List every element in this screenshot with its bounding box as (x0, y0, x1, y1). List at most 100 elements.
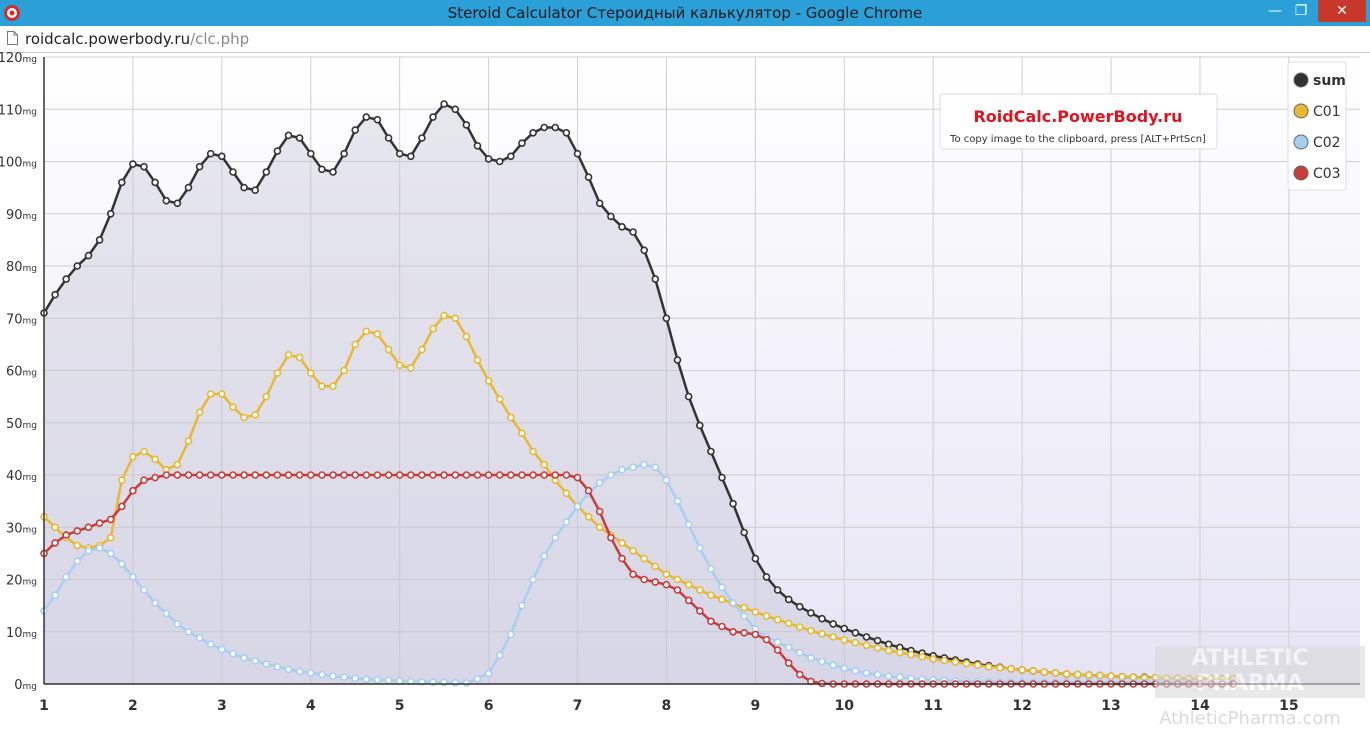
data-point-sum (84, 251, 93, 260)
data-point-sum (73, 262, 82, 270)
data-point-C02 (506, 630, 515, 639)
close-button[interactable]: ✕ (1318, 0, 1366, 22)
data-point-C02 (862, 669, 871, 677)
data-point-C02 (262, 660, 271, 668)
data-point-C01 (118, 476, 126, 485)
data-point-C02 (829, 661, 838, 670)
data-point-C03 (295, 471, 304, 479)
y-tick-value: 50 (6, 417, 23, 432)
data-point-C02 (873, 670, 882, 679)
legend-label-sum: sum (1313, 73, 1346, 89)
data-point-C01 (273, 369, 282, 377)
data-point-C03 (484, 471, 493, 479)
data-point-C01 (418, 345, 426, 354)
data-point-C01 (51, 523, 59, 532)
y-tick-unit: mg (23, 160, 37, 170)
data-point-C01 (695, 586, 704, 594)
data-point-C02 (451, 678, 460, 687)
data-point-C03 (462, 471, 471, 479)
data-point-C02 (295, 667, 304, 676)
data-point-C03 (129, 486, 137, 495)
data-point-C03 (106, 515, 115, 524)
data-point-C02 (651, 463, 660, 472)
data-point-sum (384, 134, 393, 142)
data-point-C03 (162, 471, 171, 479)
data-point-C03 (551, 471, 560, 479)
data-point-C03 (240, 471, 248, 479)
url-text[interactable]: roidcalc.powerbody.ru/clc.php (25, 26, 249, 52)
data-point-sum (406, 152, 415, 161)
y-tick-label: 80mg (6, 260, 37, 275)
y-tick-label: 0mg (14, 678, 37, 693)
data-point-C01 (73, 541, 82, 550)
data-point-C03 (73, 527, 82, 535)
data-point-C03 (195, 471, 204, 479)
maximize-button[interactable]: ❐ (1294, 3, 1308, 19)
data-point-sum (851, 628, 860, 637)
data-point-sum (562, 129, 571, 137)
data-point-sum (262, 168, 271, 176)
minimize-button[interactable]: — (1268, 3, 1282, 19)
data-point-C01 (440, 311, 448, 320)
data-point-C03 (384, 471, 393, 479)
legend-label-C03: C03 (1313, 166, 1341, 182)
data-point-C02 (784, 643, 793, 652)
data-point-C01 (506, 413, 515, 422)
data-point-C02 (51, 591, 59, 600)
data-point-C03 (184, 471, 193, 479)
address-bar[interactable]: roidcalc.powerbody.ru/clc.php (0, 26, 1370, 53)
data-point-C02 (562, 518, 571, 526)
data-point-C02 (484, 669, 493, 678)
data-point-C01 (318, 382, 326, 391)
data-point-C03 (529, 471, 537, 479)
data-point-C03 (273, 471, 282, 479)
y-tick-unit: mg (23, 107, 37, 117)
y-tick-unit: mg (23, 316, 37, 326)
data-point-sum (618, 223, 626, 231)
data-point-C01 (451, 314, 460, 323)
data-point-C01 (1062, 670, 1071, 678)
data-point-sum (373, 115, 382, 124)
data-point-C02 (84, 546, 93, 555)
data-point-sum (873, 636, 882, 645)
data-point-C03 (495, 471, 504, 479)
data-point-sum (129, 160, 137, 168)
url-host: roidcalc.powerbody.ru (25, 30, 191, 48)
data-point-sum (151, 178, 159, 187)
data-point-C01 (462, 332, 471, 341)
data-point-C01 (1040, 668, 1049, 676)
data-point-C02 (551, 533, 560, 542)
x-tick-label: 6 (484, 698, 494, 714)
data-point-sum (162, 196, 171, 205)
data-point-sum (540, 123, 549, 132)
data-point-sum (551, 123, 560, 132)
data-point-C02 (73, 557, 82, 566)
data-point-C03 (340, 471, 348, 479)
data-point-C01 (807, 626, 815, 635)
data-point-C01 (129, 452, 137, 461)
data-point-C01 (262, 392, 271, 401)
chart-subtitle: To copy image to the clipboard, press [A… (949, 134, 1206, 145)
data-point-C01 (1085, 671, 1093, 679)
data-point-C02 (595, 478, 604, 487)
y-tick-value: 10 (6, 626, 23, 641)
x-tick-label: 8 (662, 698, 672, 714)
data-point-C01 (173, 460, 182, 469)
data-point-sum (95, 236, 104, 244)
legend-label-C01: C01 (1313, 104, 1341, 120)
y-tick-label: 100mg (0, 156, 37, 171)
data-point-sum (140, 162, 148, 171)
data-point-sum (62, 275, 70, 283)
data-point-C02 (695, 544, 704, 552)
data-point-C03 (362, 471, 371, 479)
y-tick-label: 10mg (6, 626, 37, 641)
data-point-C01 (1073, 670, 1082, 679)
data-point-C02 (740, 612, 749, 620)
data-point-C01 (962, 659, 971, 668)
data-point-C01 (784, 619, 793, 628)
data-point-C01 (929, 655, 938, 663)
data-point-sum (195, 162, 204, 171)
data-point-C01 (996, 663, 1004, 672)
data-point-C03 (284, 471, 293, 479)
y-tick-label: 90mg (6, 208, 37, 223)
